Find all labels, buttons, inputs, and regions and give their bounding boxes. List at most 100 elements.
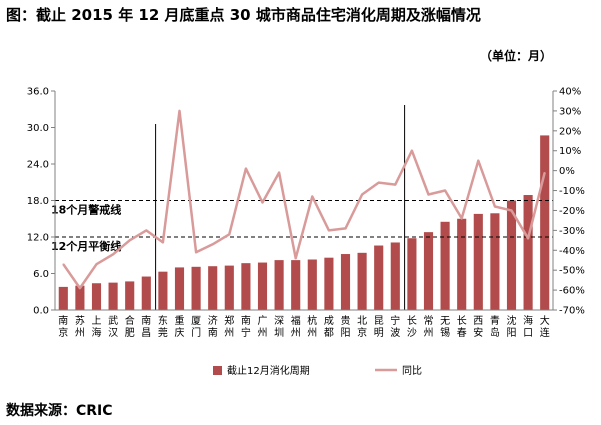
bar (58, 286, 68, 310)
bar (407, 238, 417, 310)
y-right-tick-label: -60% (559, 286, 585, 297)
x-category-label: 沈阳 (507, 314, 517, 339)
x-category-label: 广州 (258, 315, 268, 339)
y-right-tick-label: 40% (559, 87, 581, 98)
bar (125, 281, 135, 310)
y-right-tick-label: -40% (559, 246, 585, 257)
y-left-tick-label: 24.0 (27, 160, 49, 171)
bar (174, 267, 185, 310)
x-category-label: 西安 (473, 316, 483, 339)
x-category-label: 北京 (357, 315, 367, 339)
x-category-label: 重庆 (175, 314, 185, 339)
y-right-tick-label: 20% (559, 126, 581, 137)
x-category-label: 长春 (457, 315, 467, 339)
bar (523, 195, 533, 310)
bar (340, 254, 351, 310)
yoy-point (344, 227, 347, 230)
y-right-tick-label: -50% (559, 266, 585, 277)
y-right-tick-label: 0% (559, 166, 575, 177)
x-category-label: 厦门 (191, 315, 201, 339)
yoy-point (328, 229, 330, 232)
bar (490, 213, 500, 310)
yoy-point (145, 229, 148, 232)
yoy-point (228, 233, 231, 236)
yoy-point (510, 209, 513, 212)
y-left-tick-label: 30.0 (27, 123, 49, 134)
yoy-point (211, 243, 214, 246)
data-source: 数据来源：CRIC (6, 403, 113, 419)
bar (291, 260, 301, 310)
legend-line-label: 同比 (402, 365, 422, 377)
x-category-label: 南昌 (141, 314, 151, 339)
yoy-point (444, 189, 446, 192)
reference-line-label: 18个月警戒线 (51, 203, 121, 217)
bar (473, 213, 483, 310)
yoy-point (294, 257, 297, 260)
yoy-point (527, 237, 529, 240)
x-category-label: 大连 (540, 314, 550, 339)
y-left-tick-label: 12.0 (27, 233, 49, 244)
y-left-tick-label: 18.0 (27, 196, 49, 207)
x-category-label: 杭州 (307, 314, 317, 339)
yoy-point (477, 159, 480, 162)
x-category-label: 苏州 (75, 314, 85, 339)
x-category-label: 东莞 (158, 314, 168, 339)
bar (141, 276, 151, 310)
yoy-point (79, 287, 81, 289)
y-right-tick-label: -20% (559, 206, 585, 217)
bar (374, 245, 384, 310)
y-right-tick-label: -10% (559, 186, 585, 197)
bar (390, 242, 400, 310)
y-right-tick-label: -70% (559, 306, 585, 317)
legend-bar-swatch (213, 366, 222, 375)
reference-line-label: 12个月平衡线 (51, 239, 121, 253)
yoy-point (361, 193, 363, 196)
yoy-point (62, 263, 65, 266)
legend-bar-label: 截止12月消化周期 (227, 364, 310, 377)
yoy-point (311, 195, 314, 198)
yoy-point (427, 193, 430, 196)
bar (257, 262, 268, 310)
bar (307, 259, 317, 310)
bar (75, 285, 85, 310)
x-category-label: 武汉 (108, 314, 118, 339)
yoy-point (543, 171, 546, 174)
x-category-label: 常州 (424, 314, 434, 339)
bar (91, 283, 102, 310)
bar (224, 265, 234, 310)
bar (191, 266, 201, 310)
yoy-point (95, 263, 98, 266)
yoy-point (245, 167, 247, 170)
bar (506, 200, 517, 310)
x-category-label: 济南 (208, 314, 218, 339)
x-category-label: 福州 (291, 314, 301, 339)
yoy-point (162, 241, 164, 244)
yoy-point (411, 149, 413, 152)
yoy-point (112, 253, 114, 256)
yoy-point (178, 110, 181, 112)
y-left-tick-label: 36.0 (27, 87, 49, 98)
yoy-point (128, 239, 131, 242)
x-category-label: 成都 (324, 315, 334, 339)
bar (158, 271, 168, 310)
bar (324, 257, 334, 310)
yoy-point (494, 205, 496, 208)
y-right-tick-label: -30% (559, 226, 585, 237)
yoy-point (394, 183, 397, 186)
x-category-label: 长沙 (407, 315, 417, 339)
x-category-label: 南宁 (241, 314, 251, 339)
x-category-label: 青岛 (490, 314, 500, 339)
bar (357, 252, 367, 310)
yoy-point (195, 251, 197, 254)
x-category-label: 海口 (523, 314, 533, 339)
x-category-label: 深圳 (274, 315, 284, 339)
x-category-label: 南京 (58, 314, 68, 339)
x-category-label: 无锡 (440, 316, 450, 339)
y-right-tick-label: 10% (559, 146, 581, 157)
page-title: 图：截止 2015 年 12 月底重点 30 城市商品住宅消化周期及涨幅情况 (6, 6, 481, 24)
yoy-point (460, 217, 463, 220)
bar (440, 221, 450, 310)
unit-label: （单位：月） (480, 49, 553, 63)
yoy-point (278, 171, 280, 174)
